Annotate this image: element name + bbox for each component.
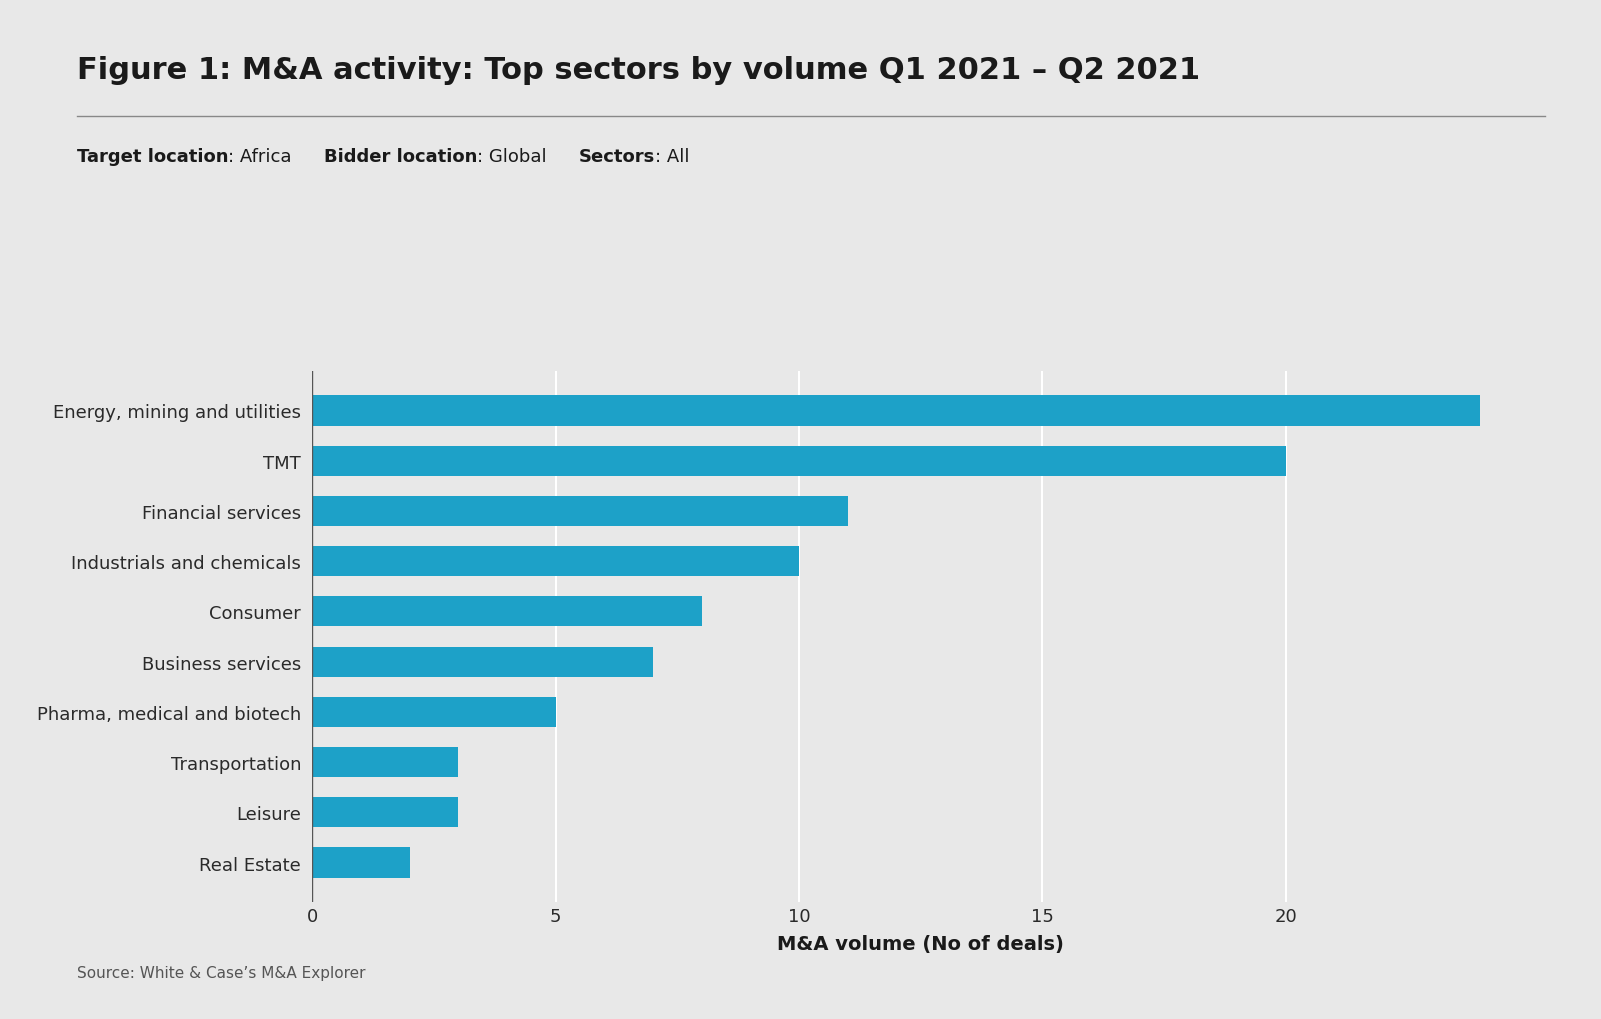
Text: Bidder location: Bidder location [323, 148, 477, 166]
Text: Figure 1: M&A activity: Top sectors by volume Q1 2021 – Q2 2021: Figure 1: M&A activity: Top sectors by v… [77, 56, 1201, 85]
Text: Source: White & Case’s M&A Explorer: Source: White & Case’s M&A Explorer [77, 965, 365, 980]
Bar [312, 597, 701, 627]
Text: M&A volume (No of deals): M&A volume (No of deals) [776, 933, 1065, 953]
Bar [312, 798, 458, 827]
Text: : All: : All [655, 148, 690, 166]
Bar [312, 496, 847, 527]
Bar [312, 747, 458, 777]
Bar [312, 848, 410, 877]
Text: : Africa: : Africa [229, 148, 291, 166]
Bar [312, 697, 556, 728]
Bar [312, 546, 799, 577]
Text: Sectors: Sectors [580, 148, 655, 166]
Bar [312, 446, 1286, 476]
Bar [312, 396, 1481, 426]
Bar [312, 647, 653, 677]
Text: Target location: Target location [77, 148, 229, 166]
Text: : Global: : Global [477, 148, 548, 166]
